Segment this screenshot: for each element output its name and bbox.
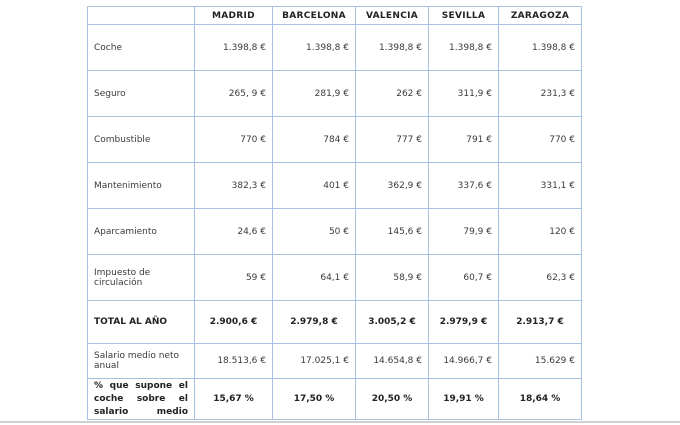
- table-cell: 231,3 €: [498, 70, 582, 117]
- percent-cell: 18,64 %: [498, 378, 582, 420]
- total-row: TOTAL AL AÑO 2.900,6 € 2.979,8 € 3.005,2…: [87, 300, 582, 344]
- car-cost-table: MADRID BARCELONA VALENCIA SEVILLA ZARAGO…: [87, 6, 582, 420]
- table-cell: 265, 9 €: [194, 70, 273, 117]
- table-row: Impuesto de circulación 59 € 64,1 € 58,9…: [87, 254, 582, 301]
- header-barcelona: BARCELONA: [272, 6, 356, 25]
- salary-cell: 14.966,7 €: [428, 343, 499, 379]
- table-cell: 64,1 €: [272, 254, 356, 301]
- cost-table-wrapper: MADRID BARCELONA VALENCIA SEVILLA ZARAGO…: [87, 6, 582, 420]
- table-cell: 60,7 €: [428, 254, 499, 301]
- table-cell: 58,9 €: [355, 254, 429, 301]
- percent-cell: 19,91 %: [428, 378, 499, 420]
- header-corner: [87, 6, 195, 25]
- table-cell: 401 €: [272, 162, 356, 209]
- total-cell: 3.005,2 €: [355, 300, 429, 344]
- percent-cell: 20,50 %: [355, 378, 429, 420]
- table-row: Combustible 770 € 784 € 777 € 791 € 770 …: [87, 116, 582, 163]
- table-cell: 120 €: [498, 208, 582, 255]
- row-label: Coche: [87, 24, 195, 71]
- percent-label: % que supone el coche sobre el salario m…: [87, 378, 195, 420]
- row-label: Mantenimiento: [87, 162, 195, 209]
- table-row: Seguro 265, 9 € 281,9 € 262 € 311,9 € 23…: [87, 70, 582, 117]
- total-label: TOTAL AL AÑO: [87, 300, 195, 344]
- row-label: Impuesto de circulación: [87, 254, 195, 301]
- table-cell: 281,9 €: [272, 70, 356, 117]
- salary-cell: 15.629 €: [498, 343, 582, 379]
- table-cell: 1.398,8 €: [355, 24, 429, 71]
- total-cell: 2.900,6 €: [194, 300, 273, 344]
- header-sevilla: SEVILLA: [428, 6, 499, 25]
- row-label: Seguro: [87, 70, 195, 117]
- total-cell: 2.979,9 €: [428, 300, 499, 344]
- table-cell: 331,1 €: [498, 162, 582, 209]
- total-cell: 2.979,8 €: [272, 300, 356, 344]
- table-row: Aparcamiento 24,6 € 50 € 145,6 € 79,9 € …: [87, 208, 582, 255]
- percent-cell: 15,67 %: [194, 378, 273, 420]
- table-cell: 770 €: [498, 116, 582, 163]
- table-cell: 1.398,8 €: [498, 24, 582, 71]
- table-cell: 1.398,8 €: [428, 24, 499, 71]
- header-valencia: VALENCIA: [355, 6, 429, 25]
- table-cell: 382,3 €: [194, 162, 273, 209]
- percent-cell: 17,50 %: [272, 378, 356, 420]
- salary-label: Salario medio neto anual: [87, 343, 195, 379]
- table-cell: 62,3 €: [498, 254, 582, 301]
- salary-cell: 18.513,6 €: [194, 343, 273, 379]
- header-zaragoza: ZARAGOZA: [498, 6, 582, 25]
- row-label: Combustible: [87, 116, 195, 163]
- table-cell: 770 €: [194, 116, 273, 163]
- table-cell: 79,9 €: [428, 208, 499, 255]
- percent-row: % que supone el coche sobre el salario m…: [87, 378, 582, 420]
- table-cell: 50 €: [272, 208, 356, 255]
- row-label: Aparcamiento: [87, 208, 195, 255]
- table-cell: 145,6 €: [355, 208, 429, 255]
- salary-cell: 17.025,1 €: [272, 343, 356, 379]
- table-row: Mantenimiento 382,3 € 401 € 362,9 € 337,…: [87, 162, 582, 209]
- table-cell: 777 €: [355, 116, 429, 163]
- table-cell: 1.398,8 €: [194, 24, 273, 71]
- total-cell: 2.913,7 €: [498, 300, 582, 344]
- table-cell: 1.398,8 €: [272, 24, 356, 71]
- table-cell: 59 €: [194, 254, 273, 301]
- salary-cell: 14.654,8 €: [355, 343, 429, 379]
- table-cell: 791 €: [428, 116, 499, 163]
- header-madrid: MADRID: [194, 6, 273, 25]
- bottom-divider: [0, 421, 680, 423]
- table-row: Coche 1.398,8 € 1.398,8 € 1.398,8 € 1.39…: [87, 24, 582, 71]
- salary-row: Salario medio neto anual 18.513,6 € 17.0…: [87, 343, 582, 379]
- table-cell: 262 €: [355, 70, 429, 117]
- header-row: MADRID BARCELONA VALENCIA SEVILLA ZARAGO…: [87, 6, 582, 25]
- table-cell: 337,6 €: [428, 162, 499, 209]
- table-cell: 311,9 €: [428, 70, 499, 117]
- table-cell: 362,9 €: [355, 162, 429, 209]
- table-cell: 784 €: [272, 116, 356, 163]
- table-cell: 24,6 €: [194, 208, 273, 255]
